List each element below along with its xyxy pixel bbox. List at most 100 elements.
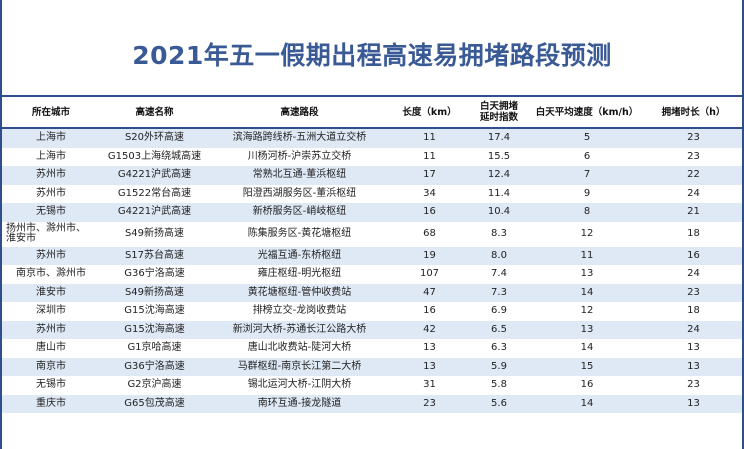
cell-length: 13 (390, 357, 469, 376)
cell-length: 42 (390, 320, 469, 339)
cell-city: 深圳市 (2, 302, 100, 321)
cell-section: 南环互通-接龙隧道 (209, 394, 390, 413)
cell-section: 马群枢纽-南京长江第二大桥 (209, 357, 390, 376)
cell-city: 扬州市、滁州市、 淮安市 (2, 221, 100, 247)
cell-avg-speed: 11 (529, 246, 645, 265)
header-section: 高速路段 (209, 95, 390, 129)
table-row: 南京市 G36宁洛高速 马群枢纽-南京长江第二大桥 13 5.9 15 13 (2, 357, 742, 376)
cell-city: 唐山市 (2, 339, 100, 358)
cell-avg-speed: 5 (529, 128, 645, 148)
table-row: 深圳市 G15沈海高速 排榜立交-龙岗收费站 16 6.9 12 18 (2, 302, 742, 321)
cell-delay-index: 11.4 (469, 184, 529, 203)
cell-avg-speed: 8 (529, 203, 645, 222)
cell-delay-index: 5.6 (469, 394, 529, 413)
table-row: 苏州市 G1522常台高速 阳澄西湖服务区-董浜枢纽 34 11.4 9 24 (2, 184, 742, 203)
cell-city: 无锡市 (2, 203, 100, 222)
cell-section: 锡北运河大桥-江阴大桥 (209, 376, 390, 395)
cell-length: 16 (390, 203, 469, 222)
table-row: 无锡市 G4221沪武高速 新桥服务区-峭岐枢纽 16 10.4 8 21 (2, 203, 742, 222)
cell-highway: G1522常台高速 (100, 184, 209, 203)
cell-duration: 24 (645, 265, 742, 284)
cell-length: 31 (390, 376, 469, 395)
cell-duration: 24 (645, 184, 742, 203)
cell-duration: 23 (645, 128, 742, 148)
cell-delay-index: 5.8 (469, 376, 529, 395)
table-row: 淮安市 S49新扬高速 黄花塘枢纽-管仲收费站 47 7.3 14 23 (2, 283, 742, 302)
cell-delay-index: 6.3 (469, 339, 529, 358)
table-header-row: 所在城市 高速名称 高速路段 长度（km） 白天拥堵 延时指数 白天平均速度（k… (2, 95, 742, 129)
cell-duration: 23 (645, 283, 742, 302)
cell-section: 唐山北收费站-陡河大桥 (209, 339, 390, 358)
cell-section: 滨海路跨线桥-五洲大道立交桥 (209, 128, 390, 148)
table-row: 扬州市、滁州市、 淮安市 S49新扬高速 陈集服务区-黄花塘枢纽 68 8.3 12 18 (2, 221, 742, 247)
cell-delay-index: 8.0 (469, 246, 529, 265)
cell-length: 11 (390, 147, 469, 166)
cell-highway: G4221沪武高速 (100, 203, 209, 222)
cell-delay-index: 10.4 (469, 203, 529, 222)
cell-duration: 24 (645, 320, 742, 339)
cell-length: 17 (390, 166, 469, 185)
cell-duration: 23 (645, 376, 742, 395)
cell-length: 47 (390, 283, 469, 302)
table-row: 唐山市 G1京哈高速 唐山北收费站-陡河大桥 13 6.3 14 13 (2, 339, 742, 358)
table-row: 南京市、滁州市 G36宁洛高速 雍庄枢纽-明光枢纽 107 7.4 13 24 (2, 265, 742, 284)
cell-highway: S17苏台高速 (100, 246, 209, 265)
header-city: 所在城市 (2, 95, 100, 129)
cell-city: 上海市 (2, 147, 100, 166)
cell-length: 107 (390, 265, 469, 284)
cell-section: 排榜立交-龙岗收费站 (209, 302, 390, 321)
cell-section: 雍庄枢纽-明光枢纽 (209, 265, 390, 284)
table-row: 上海市 G1503上海绕城高速 川杨河桥-沪崇苏立交桥 11 15.5 6 23 (2, 147, 742, 166)
table-row: 重庆市 G65包茂高速 南环互通-接龙隧道 23 5.6 14 13 (2, 394, 742, 413)
cell-delay-index: 6.5 (469, 320, 529, 339)
cell-delay-index: 7.3 (469, 283, 529, 302)
cell-city: 苏州市 (2, 166, 100, 185)
page-title: 2021年五一假期出程高速易拥堵路段预测 (132, 41, 612, 70)
table-row: 苏州市 G4221沪武高速 常熟北互通-董浜枢纽 17 12.4 7 22 (2, 166, 742, 185)
cell-delay-index: 15.5 (469, 147, 529, 166)
cell-delay-index: 6.9 (469, 302, 529, 321)
cell-avg-speed: 13 (529, 265, 645, 284)
cell-section: 光福互通-东桥枢纽 (209, 246, 390, 265)
cell-highway: G15沈海高速 (100, 302, 209, 321)
cell-city: 苏州市 (2, 246, 100, 265)
cell-length: 16 (390, 302, 469, 321)
cell-section: 阳澄西湖服务区-董浜枢纽 (209, 184, 390, 203)
cell-delay-index: 12.4 (469, 166, 529, 185)
cell-highway: G1503上海绕城高速 (100, 147, 209, 166)
cell-highway: G36宁洛高速 (100, 357, 209, 376)
cell-city: 南京市、滁州市 (2, 265, 100, 284)
cell-highway: S20外环高速 (100, 128, 209, 148)
cell-highway: G15沈海高速 (100, 320, 209, 339)
cell-section: 常熟北互通-董浜枢纽 (209, 166, 390, 185)
cell-length: 34 (390, 184, 469, 203)
header-duration: 拥堵时长（h） (645, 95, 742, 129)
header-length: 长度（km） (390, 95, 469, 129)
cell-section: 陈集服务区-黄花塘枢纽 (209, 221, 390, 247)
cell-avg-speed: 16 (529, 376, 645, 395)
cell-highway: G1京哈高速 (100, 339, 209, 358)
cell-highway: S49新扬高速 (100, 221, 209, 247)
header-delay-index: 白天拥堵 延时指数 (469, 95, 529, 129)
header-highway: 高速名称 (100, 95, 209, 129)
cell-avg-speed: 14 (529, 339, 645, 358)
cell-section: 新浏河大桥-苏通长江公路大桥 (209, 320, 390, 339)
cell-duration: 16 (645, 246, 742, 265)
cell-length: 68 (390, 221, 469, 247)
cell-city: 淮安市 (2, 283, 100, 302)
cell-avg-speed: 12 (529, 302, 645, 321)
cell-length: 19 (390, 246, 469, 265)
cell-section: 新桥服务区-峭岐枢纽 (209, 203, 390, 222)
cell-duration: 18 (645, 221, 742, 247)
cell-highway: G2京沪高速 (100, 376, 209, 395)
cell-avg-speed: 9 (529, 184, 645, 203)
cell-avg-speed: 7 (529, 166, 645, 185)
cell-avg-speed: 14 (529, 283, 645, 302)
header-avg-speed: 白天平均速度（km/h） (529, 95, 645, 129)
cell-section: 川杨河桥-沪崇苏立交桥 (209, 147, 390, 166)
table-row: 上海市 S20外环高速 滨海路跨线桥-五洲大道立交桥 11 17.4 5 23 (2, 128, 742, 148)
cell-duration: 22 (645, 166, 742, 185)
cell-length: 13 (390, 339, 469, 358)
table-row: 苏州市 G15沈海高速 新浏河大桥-苏通长江公路大桥 42 6.5 13 24 (2, 320, 742, 339)
